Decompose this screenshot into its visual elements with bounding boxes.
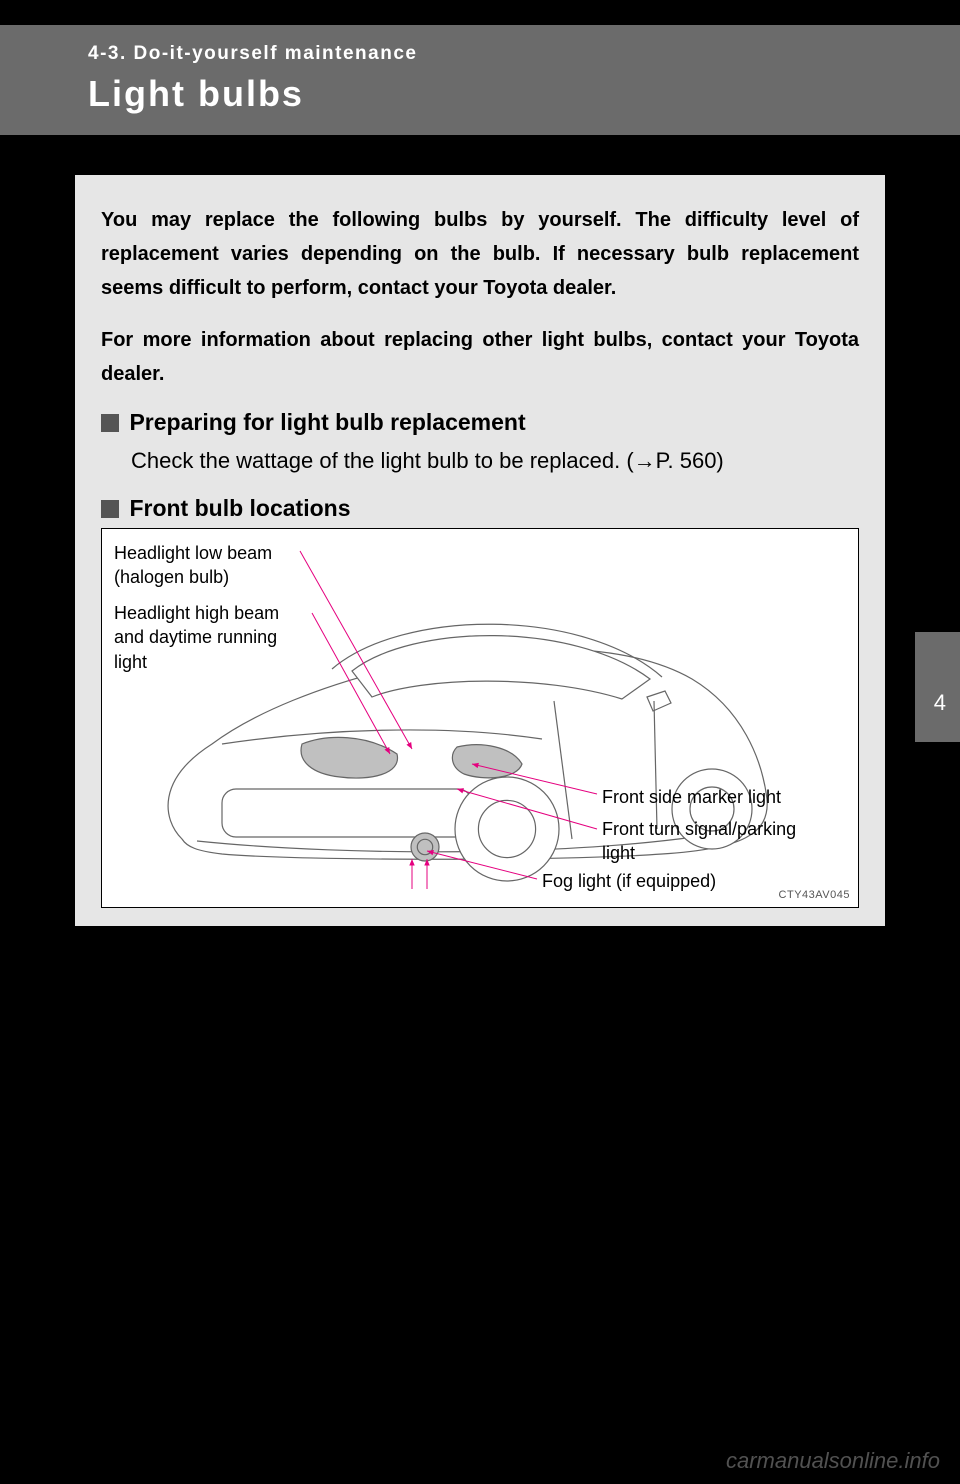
- chapter-tab: [915, 632, 960, 742]
- diagram-code: CTY43AV045: [779, 889, 850, 901]
- square-bullet-icon: [101, 414, 119, 432]
- label-turn-signal: Front turn signal/parking light: [602, 817, 822, 866]
- label-side-marker: Front side marker light: [602, 785, 822, 809]
- preparing-body: Check the wattage of the light bulb to b…: [131, 444, 859, 477]
- preparing-heading: Preparing for light bulb replacement: [129, 409, 525, 435]
- preparing-text-suffix: P. 560): [656, 448, 724, 473]
- page-title: Light bulbs: [88, 73, 960, 115]
- label-low-beam: Headlight low beam (halogen bulb): [114, 541, 304, 590]
- label-high-beam: Headlight high beam and daytime running …: [114, 601, 314, 674]
- header-band: 4-3. Do-it-yourself maintenance Light bu…: [0, 25, 960, 135]
- section-preparing: Preparing for light bulb replacement: [101, 409, 859, 436]
- section-label: 4-3. Do-it-yourself maintenance: [88, 43, 960, 65]
- chapter-number: 4: [934, 690, 946, 716]
- front-locations-heading: Front bulb locations: [129, 495, 350, 521]
- section-front-locations: Front bulb locations: [101, 495, 859, 522]
- arrow-icon: →: [634, 448, 656, 473]
- label-fog-light: Fog light (if equipped): [542, 869, 792, 893]
- preparing-text-prefix: Check the wattage of the light bulb to b…: [131, 448, 634, 473]
- content-box: You may replace the following bulbs by y…: [75, 175, 885, 926]
- watermark: carmanualsonline.info: [726, 1448, 940, 1474]
- square-bullet-icon: [101, 500, 119, 518]
- intro-paragraph-2: For more information about replacing oth…: [101, 323, 859, 391]
- front-bulb-diagram: Headlight low beam (halogen bulb) Headli…: [101, 528, 859, 908]
- intro-paragraph-1: You may replace the following bulbs by y…: [101, 203, 859, 305]
